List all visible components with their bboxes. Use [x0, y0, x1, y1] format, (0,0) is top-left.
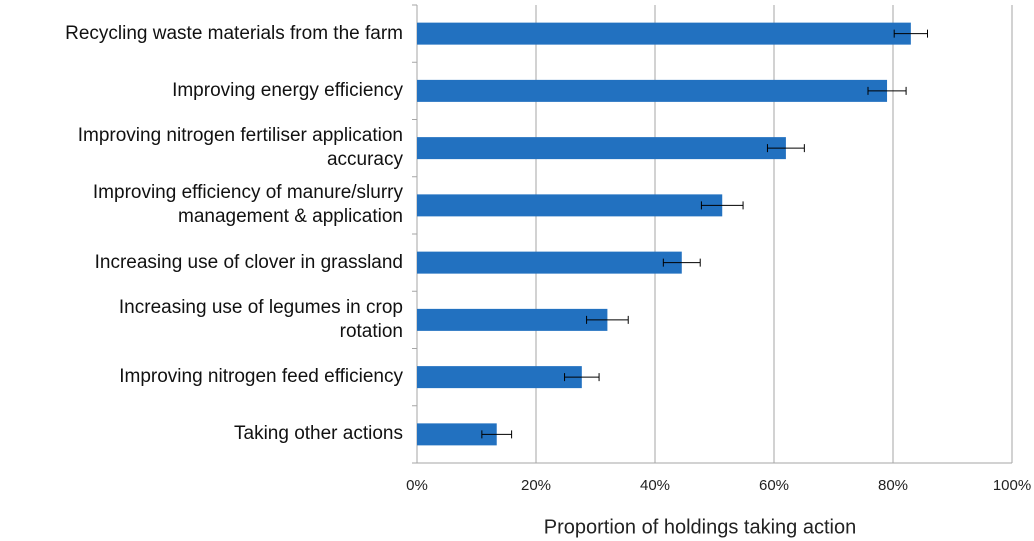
error-bar	[662, 258, 701, 267]
x-tick-label: 40%	[640, 477, 670, 494]
y-tick-label: Improving nitrogen feed efficiency	[119, 366, 403, 388]
error-bar	[700, 201, 744, 210]
error-bar	[586, 315, 629, 324]
x-tick-label: 80%	[878, 477, 908, 494]
y-tick-label: Taking other actions	[234, 423, 403, 445]
x-axis-title: Proportion of holdings taking action	[544, 516, 856, 538]
y-tick-label: Improving energy efficiency	[172, 79, 403, 101]
error-bar	[481, 430, 513, 439]
bar	[417, 79, 888, 102]
bar	[417, 137, 786, 160]
y-tick-label: Increasing use of clover in grassland	[94, 251, 403, 273]
error-bar	[867, 86, 907, 95]
x-tick-label: 0%	[406, 477, 428, 494]
y-tick-label: Increasing use of legumes in crop rotati…	[118, 296, 403, 342]
bar	[417, 366, 582, 389]
y-tick-label: Improving efficiency of manure/slurry ma…	[92, 182, 403, 228]
bar	[417, 194, 723, 217]
error-bar	[893, 29, 929, 38]
x-tick-label: 20%	[521, 477, 551, 494]
x-tick-label: 100%	[993, 477, 1031, 494]
error-bar	[766, 144, 805, 153]
x-tick-label: 60%	[759, 477, 789, 494]
bar	[417, 308, 608, 331]
bar	[417, 22, 911, 45]
error-bar	[564, 373, 600, 382]
y-tick-label: Recycling waste materials from the farm	[65, 22, 403, 44]
bar	[417, 251, 682, 274]
y-tick-label: Improving nitrogen fertiliser applicatio…	[77, 125, 403, 171]
bar	[417, 423, 497, 446]
